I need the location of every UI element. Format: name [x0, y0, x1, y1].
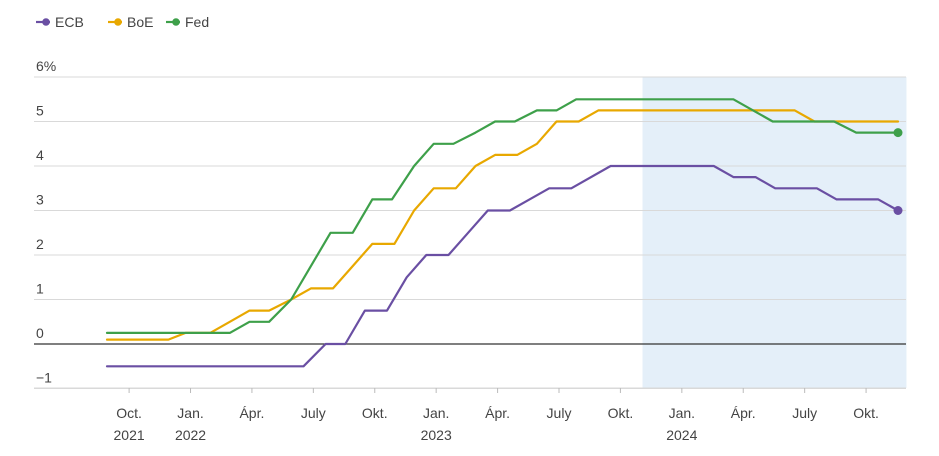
legend-swatch-dot: [114, 18, 122, 26]
y-tick-label: 1: [36, 281, 44, 297]
legend-item-fed: Fed: [166, 14, 209, 30]
x-tick-label: Okt.: [608, 405, 634, 421]
legend-swatch-dot: [42, 18, 50, 26]
x-tick-label: July: [792, 405, 817, 421]
forecast-shaded-region: [642, 77, 907, 388]
x-tick-year-label: 2022: [175, 427, 206, 443]
x-axis-tick-labels: Oct. 2021 Jan. 2022 Ápr. July Okt. Jan. 2023 Ápr.…: [114, 388, 879, 443]
x-tick-label: Jan.: [177, 405, 203, 421]
series-end-point-ecb: [893, 206, 903, 215]
x-tick-label: Oct.: [116, 405, 142, 421]
legend-item-ecb: ECB: [36, 14, 84, 30]
y-tick-label: 2: [36, 236, 44, 252]
y-tick-label: 6%: [36, 58, 56, 74]
legend: ECB BoE Fed: [36, 14, 209, 30]
x-tick-label: July: [547, 405, 572, 421]
series-lines: [105, 98, 903, 368]
legend-item-boe: BoE: [108, 14, 153, 30]
legend-swatch-dot: [172, 18, 180, 26]
y-tick-label: −1: [36, 370, 52, 386]
x-tick-label: Ápr.: [731, 405, 756, 421]
series-line-fed: [105, 98, 900, 334]
y-axis-tick-labels: −1 0 1 2 3 4 5 6%: [36, 58, 56, 386]
legend-label: Fed: [185, 14, 209, 30]
x-tick-year-label: 2021: [114, 427, 145, 443]
series-line-boe: [105, 109, 900, 341]
y-tick-label: 3: [36, 192, 44, 208]
legend-label: BoE: [127, 14, 153, 30]
x-tick-label: Ápr.: [485, 405, 510, 421]
y-tick-label: 0: [36, 325, 44, 341]
series-line-ecb: [105, 164, 900, 368]
x-tick-label: Ápr.: [239, 405, 264, 421]
legend-label: ECB: [55, 14, 84, 30]
x-tick-label: Okt.: [362, 405, 388, 421]
x-tick-label: Jan.: [669, 405, 695, 421]
x-tick-label: July: [301, 405, 326, 421]
x-tick-label: Okt.: [853, 405, 879, 421]
x-tick-label: Jan.: [423, 405, 449, 421]
y-tick-label: 4: [36, 147, 44, 163]
series-end-point-fed: [893, 128, 903, 138]
horizontal-gridlines: [34, 76, 906, 389]
y-tick-label: 5: [36, 103, 44, 119]
x-tick-year-label: 2024: [666, 427, 697, 443]
shaded-region: [642, 77, 907, 388]
x-tick-year-label: 2023: [421, 427, 452, 443]
